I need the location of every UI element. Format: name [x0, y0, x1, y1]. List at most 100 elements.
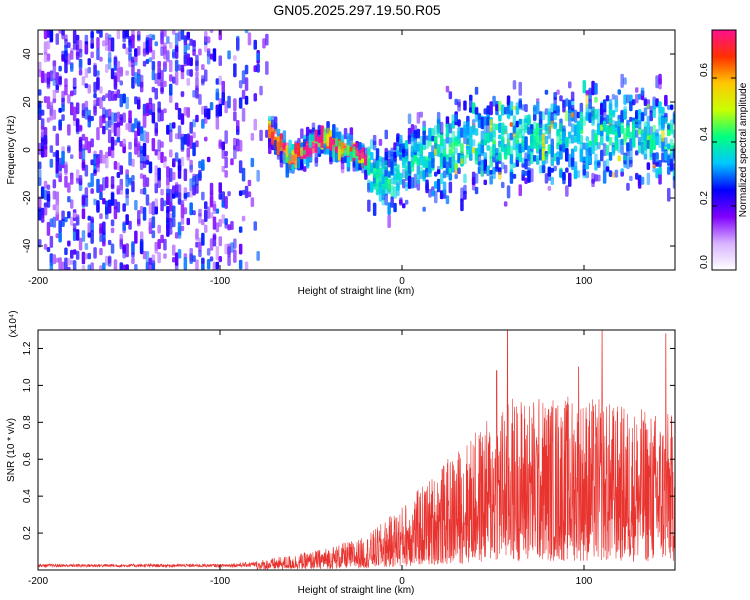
spectrogram-cell — [486, 105, 490, 117]
spectrogram-cell — [84, 136, 89, 151]
spectrogram-cell — [87, 120, 92, 128]
spectrogram-cell — [227, 246, 231, 257]
spectrogram-cell — [247, 32, 252, 46]
spectrogram-cell — [588, 89, 592, 95]
spectrogram-cell — [151, 201, 156, 216]
spectrogram-cell — [361, 162, 365, 174]
spectrogram-cell — [224, 196, 228, 209]
spectrogram-cell — [649, 110, 654, 122]
spectrogram-cell — [186, 78, 191, 86]
spectrogram-cell — [238, 140, 243, 152]
spectrogram-cell — [530, 124, 534, 130]
spectrogram-cell — [308, 149, 313, 158]
spectrogram-cell — [116, 30, 121, 40]
spectrogram-cell — [218, 139, 223, 149]
spectrogram-cell — [582, 156, 587, 162]
spectrogram-cell — [163, 80, 167, 88]
spectrogram-cell — [72, 212, 77, 218]
spectrogram-cell — [501, 139, 505, 148]
spectrogram-cell — [142, 174, 147, 188]
spectrogram-cell — [448, 91, 453, 100]
spectrogram-cell — [139, 205, 144, 214]
colorbar: 0.0 0.2 0.4 0.6 Normalized spectral amplitu… — [699, 29, 749, 271]
spectrogram-cell — [597, 142, 601, 150]
spectrogram-cell — [655, 168, 659, 179]
spectrogram-cell — [75, 216, 80, 226]
spectrogram-cell — [477, 155, 482, 165]
spectrogram-cell — [637, 178, 642, 189]
spectrogram-cell — [46, 221, 51, 236]
spectrogram-cell — [125, 70, 129, 76]
spectrogram-cell — [151, 61, 156, 71]
spectrogram-cell — [384, 160, 389, 171]
spectrogram-cell — [300, 147, 304, 157]
spectrogram-cell — [221, 191, 226, 203]
spectrogram-cell — [469, 139, 473, 153]
spectrogram-cell — [320, 125, 325, 138]
spectrogram-cell — [562, 99, 566, 113]
spectrogram-cell — [105, 93, 109, 99]
spectrogram-cell — [119, 262, 124, 270]
spectrogram-cell — [265, 61, 269, 75]
spectrogram-cell — [512, 173, 517, 179]
spectrogram-cell — [212, 233, 217, 240]
spectrogram-cell — [218, 103, 223, 117]
spectrogram-cell — [160, 87, 164, 93]
spectrogram-cell — [87, 84, 92, 94]
spectrogram-cell — [378, 188, 383, 202]
spectrogram-cell — [582, 161, 587, 176]
spectrogram-cell — [384, 129, 389, 140]
spectrogram-cell — [46, 193, 51, 208]
spectrogram-cell — [521, 146, 525, 153]
spectrogram-cell — [105, 255, 109, 266]
spectrogram-cell — [337, 148, 342, 156]
spectrogram-cell — [90, 262, 94, 270]
spectrogram-cell — [276, 128, 281, 138]
spectrogram-cell — [518, 118, 523, 125]
spectrogram-cell — [640, 87, 645, 96]
spectrogram-cell — [533, 104, 537, 112]
spectrogram-cell — [75, 102, 80, 115]
spectrogram-cell — [448, 123, 453, 134]
spectrogram-cell — [212, 200, 217, 214]
spectrogram-cell — [626, 125, 630, 140]
spectrogram-cell — [218, 75, 223, 86]
spectrogram-cell — [387, 171, 391, 178]
spectrogram-cell — [646, 115, 651, 124]
spectrogram-cell — [67, 266, 71, 270]
spectrogram-cell — [236, 37, 240, 52]
spectrogram-cell — [172, 171, 176, 181]
spectrogram-cell — [163, 238, 167, 251]
spectrogram-cell — [667, 143, 671, 150]
spectrogram-cell — [544, 108, 549, 115]
spectrogram-cell — [547, 144, 552, 155]
spectrogram-cell — [559, 123, 563, 136]
spectrogram-cell — [102, 107, 106, 119]
spectrogram-cell — [46, 247, 51, 252]
spectrogram-cell — [58, 220, 62, 233]
spectrogram-cell — [547, 108, 552, 120]
spectrogram-cell — [372, 158, 377, 169]
spectrogram-cell — [186, 217, 191, 226]
spectrogram-cell — [585, 136, 590, 142]
spectrogram-cell — [652, 152, 656, 165]
spectrogram-cell — [75, 250, 80, 260]
spectrogram-cell — [617, 89, 622, 95]
spectrogram-cell — [649, 105, 654, 113]
spectrogram-cell — [166, 209, 170, 224]
spectrogram-cell — [492, 167, 496, 180]
spectrogram-cell — [201, 219, 205, 226]
spectrogram-cell — [460, 198, 464, 212]
spectrogram-cell — [145, 58, 150, 64]
spectrogram-cell — [466, 149, 470, 158]
spectrogram-cell — [416, 128, 421, 139]
spectrogram-cell — [209, 238, 214, 251]
spectrogram-cell — [335, 149, 339, 163]
spectrogram-cell — [474, 150, 479, 165]
spectrogram-cell — [562, 131, 566, 144]
spectrogram-cell — [265, 129, 269, 138]
spectrogram-cell — [81, 230, 86, 242]
spectrogram-cell — [99, 192, 103, 201]
spectrogram-cell — [192, 184, 196, 196]
